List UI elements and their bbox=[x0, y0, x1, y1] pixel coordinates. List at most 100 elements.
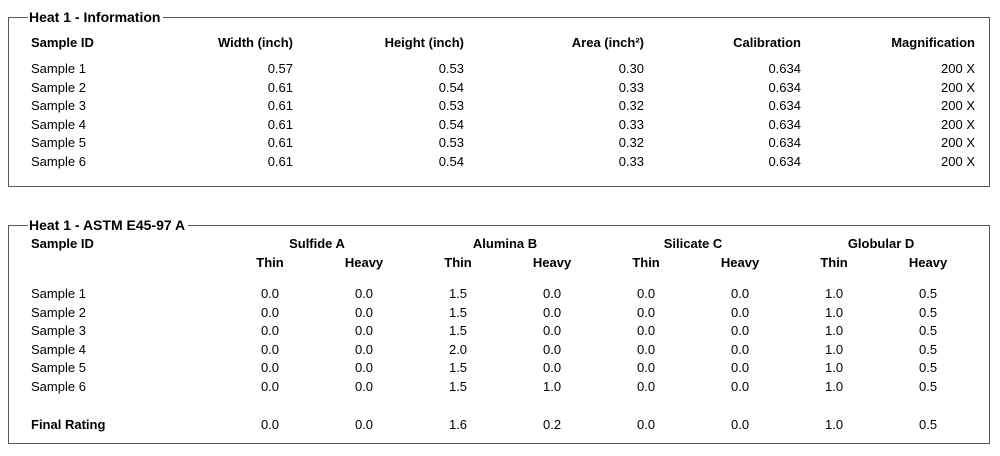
cell: 1.0 bbox=[824, 304, 844, 320]
cell: 0.0 bbox=[354, 378, 374, 394]
cell: 0.53 bbox=[438, 61, 464, 76]
final-rating-cell: 0.2 bbox=[542, 416, 562, 432]
cell: 0.634 bbox=[768, 79, 801, 95]
cell: 0.53 bbox=[438, 135, 464, 151]
cell: 1.5 bbox=[448, 323, 468, 339]
table-row: Sample 4 0.61 0.54 0.33 0.634 200 X bbox=[23, 116, 975, 135]
information-table-body: Sample 1 0.57 0.53 0.30 0.634 200 X Sample 2 0.… bbox=[23, 60, 975, 172]
sub-column-header: Heavy bbox=[720, 255, 760, 270]
cell: 0.61 bbox=[267, 98, 293, 114]
panel-information-legend: Heat 1 - Information bbox=[29, 9, 161, 25]
cell: 0.0 bbox=[260, 323, 280, 339]
cell: 0.0 bbox=[260, 341, 280, 357]
cell: 200 X bbox=[941, 61, 975, 76]
cell: 0.634 bbox=[768, 153, 801, 169]
cell: 0.0 bbox=[730, 360, 750, 376]
column-header: Height (inch) bbox=[384, 35, 464, 50]
row-label: Sample 3 bbox=[31, 323, 86, 339]
cell: 0.0 bbox=[730, 378, 750, 394]
cell: 1.0 bbox=[824, 341, 844, 357]
table-row: Sample 6 0.0 0.0 1.5 1.0 0.0 0.0 1.0 0.5 bbox=[23, 378, 975, 397]
final-rating-cell: 0.0 bbox=[636, 416, 656, 432]
cell: 0.54 bbox=[438, 116, 464, 132]
cell: 200 X bbox=[941, 79, 975, 95]
cell: 2.0 bbox=[448, 341, 468, 357]
row-label: Sample 3 bbox=[31, 98, 86, 114]
final-rating-cell: 0.5 bbox=[919, 416, 938, 432]
cell: 1.0 bbox=[542, 378, 562, 394]
row-label: Sample 2 bbox=[31, 79, 86, 95]
row-label: Sample 1 bbox=[31, 286, 86, 301]
table-row: Sample 2 0.61 0.54 0.33 0.634 200 X bbox=[23, 79, 975, 98]
row-label: Sample 2 bbox=[31, 304, 86, 320]
table-row: Sample 4 0.0 0.0 2.0 0.0 0.0 0.0 1.0 0.5 bbox=[23, 341, 975, 360]
cell: 0.0 bbox=[636, 360, 656, 376]
cell: 0.5 bbox=[919, 323, 938, 339]
cell: 0.5 bbox=[919, 304, 938, 320]
cell: 0.53 bbox=[438, 98, 464, 114]
cell: 0.54 bbox=[438, 79, 464, 95]
table-row: Sample 2 0.0 0.0 1.5 0.0 0.0 0.0 1.0 0.5 bbox=[23, 304, 975, 323]
row-label: Sample 6 bbox=[31, 378, 86, 394]
cell: 0.0 bbox=[260, 286, 280, 301]
cell: 0.0 bbox=[354, 286, 374, 301]
cell: 0.0 bbox=[542, 360, 562, 376]
cell: 1.5 bbox=[448, 360, 468, 376]
cell: 0.32 bbox=[618, 135, 644, 151]
cell: 0.0 bbox=[260, 360, 280, 376]
row-label: Sample 1 bbox=[31, 61, 86, 76]
cell: 1.0 bbox=[824, 323, 844, 339]
information-table-header: Sample ID Width (inch) Height (inch) Area (… bbox=[23, 35, 975, 60]
cell: 0.0 bbox=[636, 341, 656, 357]
cell: 0.30 bbox=[618, 61, 644, 76]
sub-column-header: Heavy bbox=[908, 255, 948, 270]
cell: 0.0 bbox=[260, 378, 280, 394]
cell: 0.634 bbox=[768, 61, 801, 76]
panel-heat1-astm-e45-97-a: Heat 1 - ASTM E45-97 A Sample ID Sulfide … bbox=[8, 217, 991, 444]
cell: 0.0 bbox=[730, 286, 750, 301]
astm-rating-table: Sample ID Sulfide A Alumina B Silicate C Glo… bbox=[23, 235, 975, 434]
column-header: Area (inch²) bbox=[571, 35, 644, 50]
sub-column-header: Thin bbox=[820, 255, 848, 270]
panel-astm-legend: Heat 1 - ASTM E45-97 A bbox=[29, 217, 186, 233]
final-rating-row: Final Rating 0.0 0.0 1.6 0.2 0.0 0.0 1.0 0.5 bbox=[23, 416, 975, 435]
row-label: Sample 5 bbox=[31, 135, 86, 151]
sub-column-header: Thin bbox=[632, 255, 660, 270]
table-row: Sample 5 0.61 0.53 0.32 0.634 200 X bbox=[23, 134, 975, 153]
information-table: Sample ID Width (inch) Height (inch) Area (… bbox=[23, 35, 975, 172]
cell: 0.0 bbox=[354, 304, 374, 320]
cell: 0.61 bbox=[267, 135, 293, 151]
astm-group-header-row: Sample ID Sulfide A Alumina B Silicate C Glo… bbox=[23, 235, 975, 253]
cell: 1.5 bbox=[448, 378, 468, 394]
table-row: Sample 3 0.0 0.0 1.5 0.0 0.0 0.0 1.0 0.5 bbox=[23, 322, 975, 341]
cell: 0.0 bbox=[542, 286, 562, 301]
table-row: Sample 3 0.61 0.53 0.32 0.634 200 X bbox=[23, 97, 975, 116]
group-header: Alumina B bbox=[472, 236, 538, 251]
sub-column-header: Thin bbox=[444, 255, 472, 270]
cell: 0.33 bbox=[618, 153, 644, 169]
cell: 0.61 bbox=[267, 79, 293, 95]
cell: 0.0 bbox=[354, 323, 374, 339]
column-header: Width (inch) bbox=[218, 35, 293, 50]
cell: 0.32 bbox=[618, 98, 644, 114]
cell: 0.0 bbox=[542, 323, 562, 339]
final-rating-cell: 0.0 bbox=[354, 416, 374, 432]
cell: 0.5 bbox=[919, 360, 938, 376]
final-rating-cell: 0.0 bbox=[260, 416, 280, 432]
astm-sub-header-row: Thin Heavy Thin Heavy Thin Heavy Thin Heavy bbox=[23, 253, 975, 285]
cell: 0.0 bbox=[542, 304, 562, 320]
cell: 0.634 bbox=[768, 98, 801, 114]
cell: 0.0 bbox=[260, 304, 280, 320]
row-label: Sample 4 bbox=[31, 341, 86, 357]
sub-column-header: Heavy bbox=[344, 255, 384, 270]
spacer-row bbox=[23, 397, 975, 416]
row-label: Sample 6 bbox=[31, 153, 86, 169]
final-rating-cell: 1.0 bbox=[824, 416, 844, 432]
table-row: Sample 1 0.0 0.0 1.5 0.0 0.0 0.0 1.0 0.5 bbox=[23, 285, 975, 304]
cell: 1.5 bbox=[448, 304, 468, 320]
cell: 0.0 bbox=[730, 304, 750, 320]
cell: 0.0 bbox=[542, 341, 562, 357]
cell: 0.57 bbox=[267, 61, 293, 76]
cell: 200 X bbox=[941, 153, 975, 169]
